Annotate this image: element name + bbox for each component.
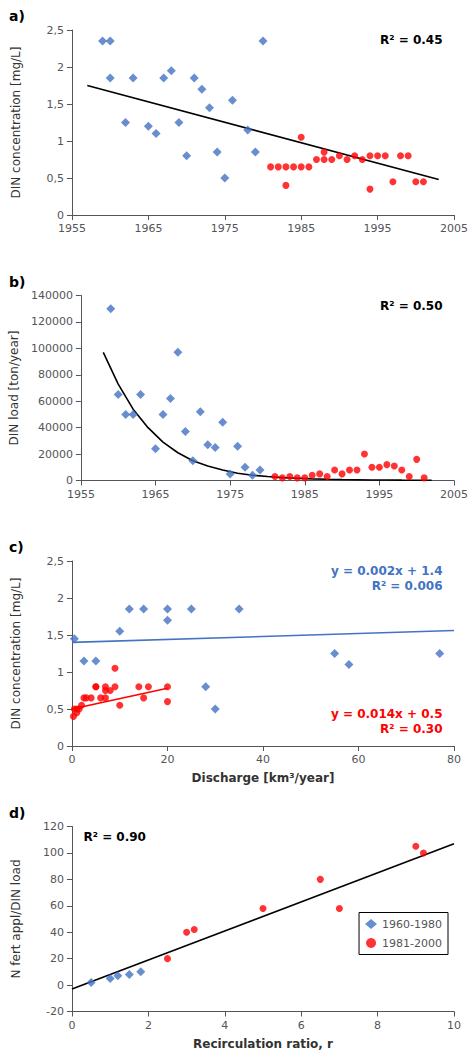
svg-text:20: 20: [50, 952, 64, 965]
svg-text:1960-1980: 1960-1980: [382, 918, 442, 931]
svg-text:4: 4: [221, 1019, 228, 1032]
svg-text:1: 1: [57, 135, 64, 148]
svg-text:0,5: 0,5: [47, 172, 65, 185]
svg-text:1975: 1975: [211, 222, 239, 235]
svg-text:1975: 1975: [216, 488, 244, 501]
svg-text:40000: 40000: [38, 421, 73, 434]
svg-text:R² = 0.50: R² = 0.50: [380, 299, 443, 313]
svg-text:b): b): [9, 274, 25, 290]
svg-text:Recirculation ratio, r: Recirculation ratio, r: [193, 1037, 333, 1051]
svg-text:0: 0: [57, 740, 64, 753]
svg-text:0,5: 0,5: [47, 703, 65, 716]
svg-text:2: 2: [57, 61, 64, 74]
svg-text:y = 0.002x + 1.4: y = 0.002x + 1.4: [331, 564, 443, 578]
svg-text:R² = 0.006: R² = 0.006: [372, 579, 443, 593]
svg-text:1981-2000: 1981-2000: [382, 937, 442, 950]
svg-text:1,5: 1,5: [47, 629, 65, 642]
svg-text:DIN load [ton/year]: DIN load [ton/year]: [7, 331, 21, 446]
svg-text:10: 10: [447, 1019, 461, 1032]
svg-text:1985: 1985: [291, 488, 319, 501]
svg-text:2005: 2005: [440, 488, 468, 501]
svg-text:c): c): [9, 539, 24, 555]
svg-text:1995: 1995: [364, 222, 392, 235]
svg-text:0: 0: [66, 474, 73, 487]
svg-text:1,5: 1,5: [47, 98, 65, 111]
svg-text:8: 8: [374, 1019, 381, 1032]
svg-text:2,5: 2,5: [47, 24, 65, 37]
svg-text:Discharge [km³/year]: Discharge [km³/year]: [192, 771, 335, 785]
svg-text:0: 0: [57, 979, 64, 992]
svg-text:2: 2: [57, 592, 64, 605]
svg-text:140000: 140000: [31, 289, 73, 302]
svg-text:20000: 20000: [38, 448, 73, 461]
svg-text:100: 100: [43, 846, 64, 859]
svg-text:60: 60: [50, 899, 64, 912]
svg-text:1995: 1995: [365, 488, 393, 501]
svg-text:6: 6: [298, 1019, 305, 1032]
svg-text:1965: 1965: [142, 488, 170, 501]
svg-text:80: 80: [50, 873, 64, 886]
svg-text:2,5: 2,5: [47, 555, 65, 568]
svg-text:60000: 60000: [38, 395, 73, 408]
svg-text:1: 1: [57, 666, 64, 679]
svg-text:60: 60: [352, 753, 366, 766]
svg-text:0: 0: [69, 1019, 76, 1032]
svg-text:a): a): [9, 8, 25, 24]
svg-text:2005: 2005: [440, 222, 468, 235]
svg-text:R² = 0.30: R² = 0.30: [380, 722, 443, 736]
svg-text:0: 0: [69, 753, 76, 766]
svg-text:1955: 1955: [58, 222, 86, 235]
svg-text:40: 40: [256, 753, 270, 766]
svg-text:1955: 1955: [67, 488, 95, 501]
svg-text:d): d): [9, 805, 25, 821]
svg-text:R² = 0.45: R² = 0.45: [380, 33, 443, 47]
svg-text:100000: 100000: [31, 342, 73, 355]
svg-text:1965: 1965: [134, 222, 162, 235]
svg-text:2: 2: [145, 1019, 152, 1032]
svg-text:DIN concentration [mg/L]: DIN concentration [mg/L]: [9, 578, 23, 730]
svg-text:0: 0: [57, 209, 64, 222]
svg-text:120: 120: [43, 820, 64, 833]
svg-text:R² = 0.90: R² = 0.90: [83, 830, 146, 844]
svg-text:80000: 80000: [38, 368, 73, 381]
svg-text:1985: 1985: [287, 222, 315, 235]
svg-text:40: 40: [50, 926, 64, 939]
svg-text:20: 20: [161, 753, 175, 766]
svg-text:80: 80: [447, 753, 461, 766]
svg-text:-20: -20: [46, 1005, 64, 1018]
svg-text:120000: 120000: [31, 315, 73, 328]
svg-text:y = 0.014x + 0.5: y = 0.014x + 0.5: [331, 707, 443, 721]
svg-text:N fert appl/DIN load: N fert appl/DIN load: [9, 859, 23, 978]
svg-text:DIN concentration [mg/L]: DIN concentration [mg/L]: [9, 47, 23, 199]
